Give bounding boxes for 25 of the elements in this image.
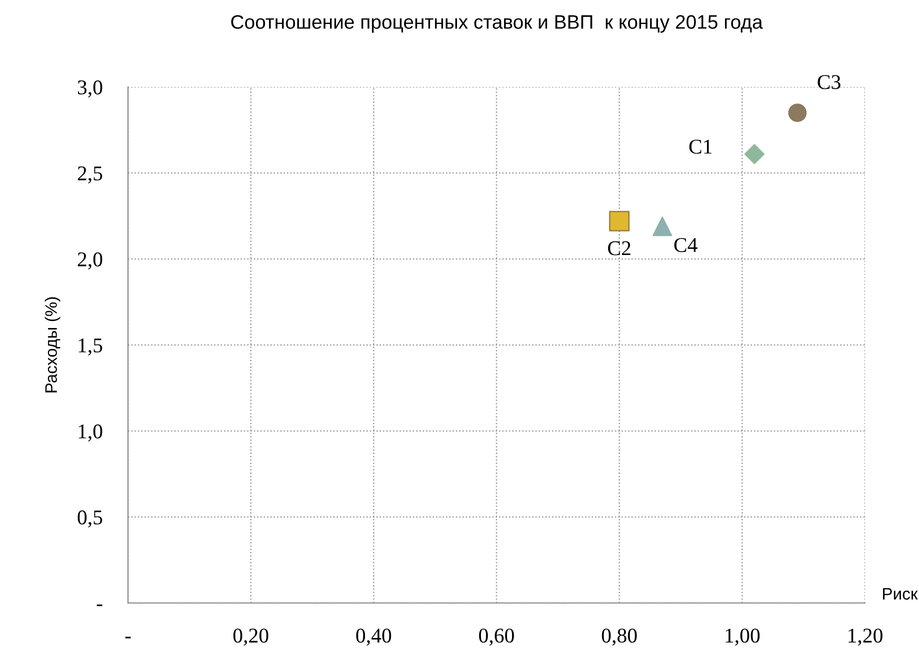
y-tick-label: 1,0 xyxy=(78,424,102,442)
x-tick-label: 1,20 xyxy=(848,628,882,646)
x-axis-title: Риск xyxy=(883,588,918,600)
y-tick-label: 2,5 xyxy=(78,166,102,184)
x-tick-label: 0,60 xyxy=(479,628,514,646)
x-tick-label: - xyxy=(125,636,131,638)
y-tick-label: 2,0 xyxy=(78,252,102,270)
x-tick-label: 0,40 xyxy=(356,628,392,646)
series-label: C4 xyxy=(674,238,698,252)
x-tick-label: 0,20 xyxy=(233,628,268,646)
series-label: C1 xyxy=(689,140,712,154)
point xyxy=(652,216,672,236)
x-tick-label: 0,80 xyxy=(602,628,637,646)
x-tick-label: 1,00 xyxy=(726,628,760,646)
series-label: C3 xyxy=(818,75,840,90)
y-tick-label: 3,0 xyxy=(78,80,102,98)
y-axis-title: Расходы (%) xyxy=(44,297,60,392)
point xyxy=(744,144,764,164)
series-label: C2 xyxy=(608,241,630,256)
point xyxy=(609,210,630,232)
y-tick-label: 0,5 xyxy=(78,510,102,528)
point xyxy=(788,104,807,122)
chart-title: Соотношение процентных ставок и ВВП к концу 2015 года xyxy=(231,15,763,33)
y-tick-label: - xyxy=(96,604,102,606)
y-tick-label: 1,5 xyxy=(78,338,102,356)
